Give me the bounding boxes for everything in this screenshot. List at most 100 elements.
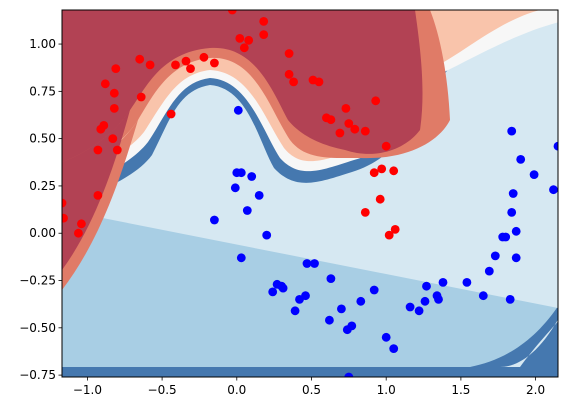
data-point-0-29 xyxy=(284,49,294,58)
data-point-1-27 xyxy=(381,332,391,342)
y-tick-label: −0.75 xyxy=(19,368,56,382)
data-point-0-31 xyxy=(289,77,298,87)
data-point-0-28 xyxy=(259,17,269,26)
data-point-0-40 xyxy=(360,208,370,217)
data-point-0-35 xyxy=(326,115,336,125)
contour-level-red-dark xyxy=(62,10,423,162)
data-point-0-26 xyxy=(244,35,254,45)
data-point-1-19 xyxy=(325,315,334,325)
data-point-0-14 xyxy=(135,54,145,64)
data-point-1-7 xyxy=(247,172,257,181)
data-point-0-19 xyxy=(181,56,191,66)
data-point-0-33 xyxy=(314,77,324,87)
data-point-0-7 xyxy=(99,121,109,130)
x-tick-label: 2.0 xyxy=(526,383,545,397)
data-point-1-17 xyxy=(302,259,312,268)
data-point-1-32 xyxy=(422,281,431,291)
data-point-0-17 xyxy=(166,109,176,119)
data-point-1-13 xyxy=(278,283,288,293)
data-point-1-50 xyxy=(549,185,558,195)
data-point-0-46 xyxy=(381,141,391,151)
data-point-0-37 xyxy=(341,104,351,113)
data-point-1-39 xyxy=(490,251,500,261)
data-point-1-16 xyxy=(301,291,310,301)
data-point-0-23 xyxy=(227,10,237,15)
data-point-0-43 xyxy=(371,96,381,106)
data-point-1-23 xyxy=(344,372,354,377)
data-point-1-3 xyxy=(233,105,243,115)
data-point-0-36 xyxy=(335,128,345,138)
data-point-1-24 xyxy=(347,321,357,331)
data-point-0-41 xyxy=(360,126,370,136)
x-tick-label: −1.0 xyxy=(73,383,102,397)
data-point-0-30 xyxy=(284,69,294,79)
data-point-0-38 xyxy=(344,119,354,128)
data-point-1-43 xyxy=(507,208,517,217)
y-axis: −0.75 −0.50 −0.25 0.00 0.25 0.50 0.75 1.00 xyxy=(19,37,62,382)
data-point-0-27 xyxy=(259,30,269,39)
data-point-1-35 xyxy=(438,278,448,287)
contour-level-red-pale-lower xyxy=(62,120,138,290)
data-point-1-21 xyxy=(337,304,346,314)
data-point-1-44 xyxy=(507,126,517,136)
data-point-1-51 xyxy=(553,141,558,151)
y-tick-label: 0.25 xyxy=(29,179,56,193)
data-point-1-37 xyxy=(478,291,488,301)
data-point-1-10 xyxy=(268,287,278,297)
y-tick-label: 0.75 xyxy=(29,84,56,98)
data-point-0-24 xyxy=(235,34,245,43)
series-0 xyxy=(62,10,400,240)
data-point-1-0 xyxy=(210,215,219,225)
data-point-1-46 xyxy=(511,226,521,236)
y-tick-label: 1.00 xyxy=(29,37,56,51)
data-point-1-18 xyxy=(310,259,319,268)
data-point-0-0 xyxy=(62,198,67,208)
x-tick-label: 1.0 xyxy=(377,383,396,397)
data-point-0-48 xyxy=(389,166,399,176)
data-point-0-22 xyxy=(210,58,219,68)
data-point-0-8 xyxy=(100,79,110,89)
y-tick-label: −0.25 xyxy=(19,274,56,288)
data-point-1-26 xyxy=(369,285,379,295)
data-point-1-5 xyxy=(236,253,246,263)
x-tick-label: 0.0 xyxy=(227,383,246,397)
data-point-0-18 xyxy=(171,60,180,70)
series-1 xyxy=(210,105,558,377)
data-point-0-12 xyxy=(111,64,121,73)
data-point-0-25 xyxy=(239,43,249,53)
data-point-0-45 xyxy=(377,164,387,174)
x-axis: −1.0 −0.5 0.0 0.5 1.0 1.5 2.0 xyxy=(73,377,545,397)
scatter-points xyxy=(62,10,558,377)
x-tick-label: 1.5 xyxy=(451,383,470,397)
data-point-0-3 xyxy=(77,219,86,229)
data-point-0-47 xyxy=(384,230,394,240)
data-point-1-31 xyxy=(420,296,430,306)
data-point-0-5 xyxy=(93,145,103,155)
data-point-1-48 xyxy=(516,155,526,164)
data-point-1-36 xyxy=(462,278,472,287)
data-point-1-38 xyxy=(484,266,494,276)
data-point-1-42 xyxy=(505,295,515,304)
data-point-1-6 xyxy=(242,206,252,215)
data-point-0-20 xyxy=(186,64,195,73)
data-point-1-28 xyxy=(389,344,399,353)
data-point-0-10 xyxy=(109,104,119,113)
data-point-1-34 xyxy=(434,295,443,304)
data-point-0-44 xyxy=(375,194,385,204)
data-point-1-47 xyxy=(511,253,521,263)
x-tick-label: 0.5 xyxy=(302,383,321,397)
y-tick-label: 0.00 xyxy=(29,226,56,240)
data-point-1-1 xyxy=(230,183,240,193)
data-point-0-16 xyxy=(145,60,155,70)
data-point-1-4 xyxy=(236,168,246,178)
decision-surface xyxy=(62,10,558,377)
data-point-1-41 xyxy=(501,232,511,242)
data-point-0-42 xyxy=(369,168,379,178)
data-point-0-2 xyxy=(74,228,83,238)
data-point-1-14 xyxy=(290,306,300,316)
data-point-1-30 xyxy=(414,306,424,316)
y-tick-label: −0.50 xyxy=(19,321,56,335)
data-point-0-4 xyxy=(93,191,103,200)
y-tick-label: 0.50 xyxy=(29,132,56,146)
